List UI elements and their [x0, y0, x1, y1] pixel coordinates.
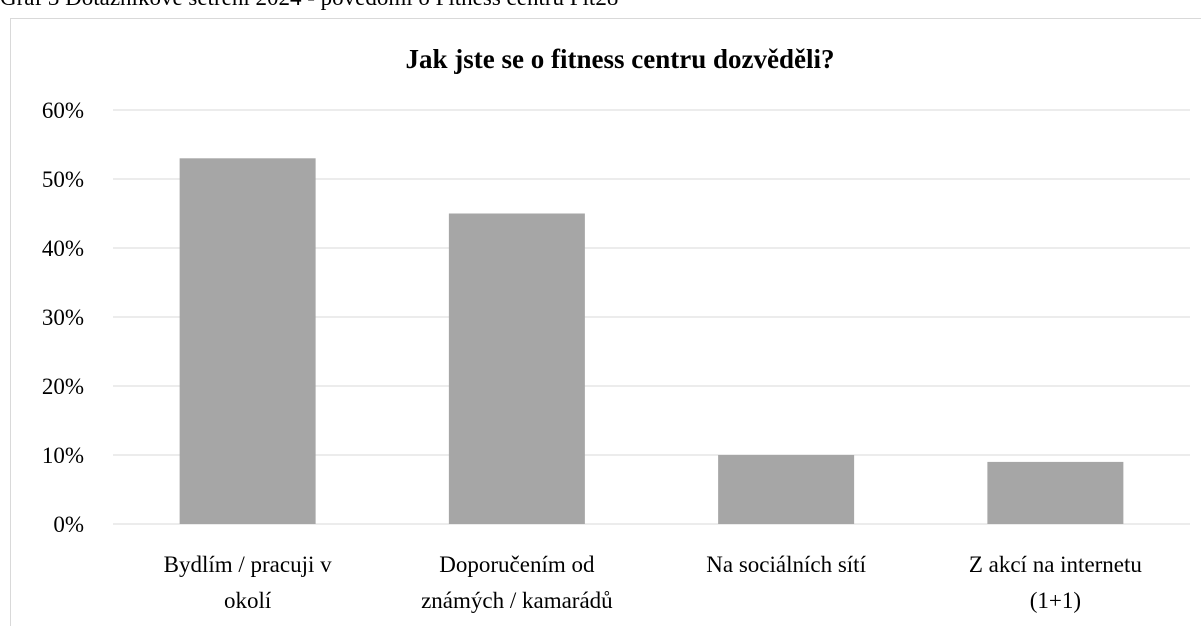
bar: [718, 455, 855, 524]
y-tick-label: 20%: [42, 374, 84, 399]
bar: [987, 461, 1124, 524]
y-tick-label: 50%: [42, 167, 84, 192]
caption: Graf 3 Dotazníkové šetření 2024 - povědo…: [0, 0, 618, 10]
x-tick-label: Doporučením od: [439, 552, 595, 577]
y-tick-label: 30%: [42, 305, 84, 330]
x-tick-label: okolí: [224, 588, 272, 613]
x-tick-label: známých / kamarádů: [421, 588, 613, 613]
chart-title: Jak jste se o fitness centru dozvěděli?: [406, 44, 835, 74]
x-tick-label: Z akcí na internetu: [969, 552, 1143, 577]
y-tick-label: 60%: [42, 98, 84, 123]
y-tick-label: 10%: [42, 443, 84, 468]
x-tick-label: Bydlím / pracuji v: [164, 552, 333, 577]
bar: [179, 158, 316, 525]
y-tick-label: 0%: [53, 512, 84, 537]
x-tick-label: (1+1): [1030, 588, 1081, 613]
y-tick-label: 40%: [42, 236, 84, 261]
x-tick-label: Na sociálních sítí: [706, 552, 866, 577]
bar: [448, 213, 585, 524]
chart-frame: [10, 18, 1201, 626]
